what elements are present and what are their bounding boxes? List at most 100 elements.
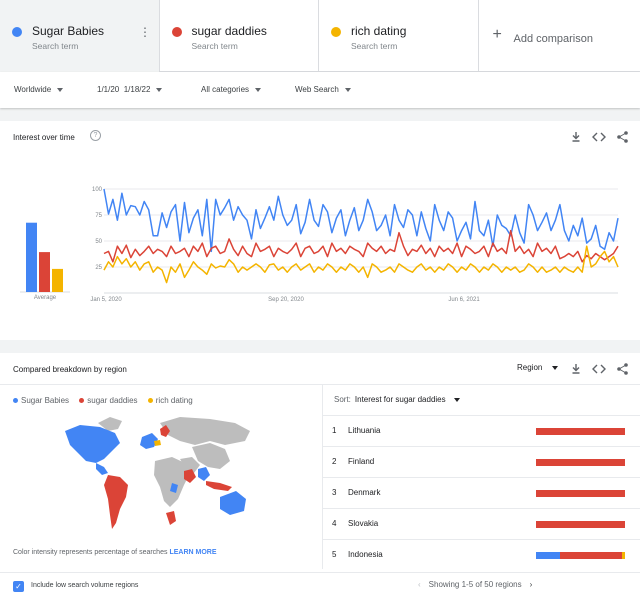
x-tick-label: Sep 20, 2020: [268, 297, 304, 303]
map-east-asia: [192, 443, 230, 469]
breakdown-legend: Sugar Babies sugar daddies rich dating: [13, 396, 201, 405]
map-north-america: [65, 425, 120, 463]
term-name: Sugar Babies: [32, 24, 105, 38]
region-row[interactable]: 4 Slovakia: [322, 508, 640, 539]
caret-down-icon: [57, 87, 64, 92]
help-icon[interactable]: ?: [90, 130, 101, 141]
region-rank: 2: [332, 457, 337, 466]
share-icon[interactable]: [617, 131, 628, 143]
region-rank: 4: [332, 519, 337, 528]
y-tick-label: 100: [92, 187, 103, 193]
pagination-label: Showing 1-5 of 50 regions: [428, 580, 522, 589]
average-bar-sugar-babies: [26, 222, 37, 292]
plus-icon: +: [492, 26, 502, 43]
region-share-bar: [536, 490, 625, 497]
term-color-dot: [12, 27, 22, 37]
vertical-divider: [322, 384, 323, 569]
y-tick-label: 75: [95, 213, 102, 219]
legend-item-rich-dating: rich dating: [147, 396, 193, 405]
sort-value: Interest for sugar daddies: [354, 395, 446, 404]
share-rich-dating: [622, 552, 625, 559]
region-row[interactable]: 3 Denmark: [322, 477, 640, 508]
term-type: Search term: [32, 41, 79, 51]
region-row[interactable]: 5 Indonesia: [322, 539, 640, 570]
caret-down-icon: [344, 87, 351, 92]
region-row[interactable]: 1 Lithuania: [322, 415, 640, 446]
world-map[interactable]: [60, 411, 260, 536]
term-type: Search term: [191, 41, 238, 51]
region-share-bar: [536, 459, 625, 466]
search-terms-bar: Sugar Babies Search term ⋮ sugar daddies…: [0, 0, 640, 72]
share-sugar-daddies: [536, 521, 625, 528]
caret-down-icon: [453, 397, 460, 402]
next-page-icon[interactable]: ›: [529, 580, 533, 589]
legend-dot: [147, 398, 153, 404]
sort-label: Sort:: [334, 395, 351, 404]
card-tools: [572, 363, 628, 375]
interest-title: Interest over time: [13, 133, 75, 142]
date-filter[interactable]: 1/1/20 1/18/22: [97, 85, 163, 94]
region-share-bar: [536, 521, 625, 528]
map-russia: [160, 417, 250, 445]
legend-label: rich dating: [155, 396, 193, 405]
search-type-filter[interactable]: Web Search: [295, 85, 351, 94]
region-rank: 5: [332, 550, 337, 559]
embed-icon[interactable]: [592, 132, 606, 142]
region-share-bar: [536, 428, 625, 435]
legend-label: sugar daddies: [87, 396, 138, 405]
region-name: Slovakia: [348, 519, 379, 528]
region-breakdown-card: Compared breakdown by region Region Suga…: [0, 353, 640, 601]
card-tools: [572, 131, 628, 143]
region-name: Finland: [348, 457, 375, 466]
region-rank: 1: [332, 426, 337, 435]
x-tick-label: Jan 5, 2020: [90, 297, 122, 303]
map-africa: [154, 457, 190, 507]
share-sugar-daddies: [536, 428, 625, 435]
term-sugar-babies[interactable]: Sugar Babies Search term ⋮: [0, 0, 160, 72]
region-name: Indonesia: [348, 550, 383, 559]
map-australia: [220, 491, 246, 515]
region-filter[interactable]: Worldwide: [14, 85, 64, 94]
map-note-text: Color intensity represents percentage of…: [13, 549, 168, 556]
legend-label: Sugar Babies: [21, 396, 70, 405]
download-icon[interactable]: [572, 364, 580, 374]
series-line-sugar-babies: [103, 188, 619, 253]
date-end: 1/18/22: [123, 85, 151, 94]
y-tick-label: 25: [95, 265, 102, 271]
caret-down-icon: [552, 365, 559, 370]
term-type: Search term: [351, 41, 398, 51]
region-rank: 3: [332, 488, 337, 497]
prev-page-icon[interactable]: ‹: [418, 580, 421, 589]
region-name: Lithuania: [348, 426, 381, 435]
region-select[interactable]: Region: [517, 363, 559, 372]
term-rich-dating[interactable]: rich dating Search term: [319, 0, 479, 72]
map-middle-east: [180, 457, 200, 473]
breakdown-title: Compared breakdown by region: [13, 365, 127, 374]
download-icon[interactable]: [572, 132, 580, 142]
add-comparison-button[interactable]: + Add comparison: [479, 0, 640, 72]
term-sugar-daddies[interactable]: sugar daddies Search term: [160, 0, 319, 72]
region-select-label: Region: [517, 363, 543, 372]
average-label: Average: [34, 295, 57, 301]
region-name: Denmark: [348, 488, 381, 497]
filters-bar: Worldwide 1/1/20 1/18/22 All categories …: [0, 72, 640, 108]
average-bars: Average: [20, 222, 70, 301]
region-share-bar: [536, 552, 625, 559]
map-central-america: [96, 463, 108, 475]
term-name: sugar daddies: [191, 24, 267, 38]
more-vert-icon[interactable]: ⋮: [139, 25, 151, 39]
category-filter[interactable]: All categories: [201, 85, 262, 94]
map-south-america: [104, 475, 128, 529]
low-volume-checkbox[interactable]: ✓: [13, 581, 24, 592]
interest-line-chart: 100 75 50 25 Jan 5, 2020 Sep 20, 2020 Jun 6, 2…: [90, 187, 619, 303]
sort-control[interactable]: Sort: Interest for sugar daddies: [334, 395, 460, 404]
learn-more-link[interactable]: LEARN MORE: [169, 549, 217, 556]
divider: [0, 384, 640, 385]
date-start: 1/1/20: [97, 85, 120, 94]
share-icon[interactable]: [617, 363, 628, 375]
embed-icon[interactable]: [592, 364, 606, 374]
map-east-africa: [170, 483, 178, 493]
region-row[interactable]: 2 Finland: [322, 446, 640, 477]
map-greenland: [98, 417, 122, 431]
legend-item-sugar-babies: Sugar Babies: [13, 396, 69, 405]
